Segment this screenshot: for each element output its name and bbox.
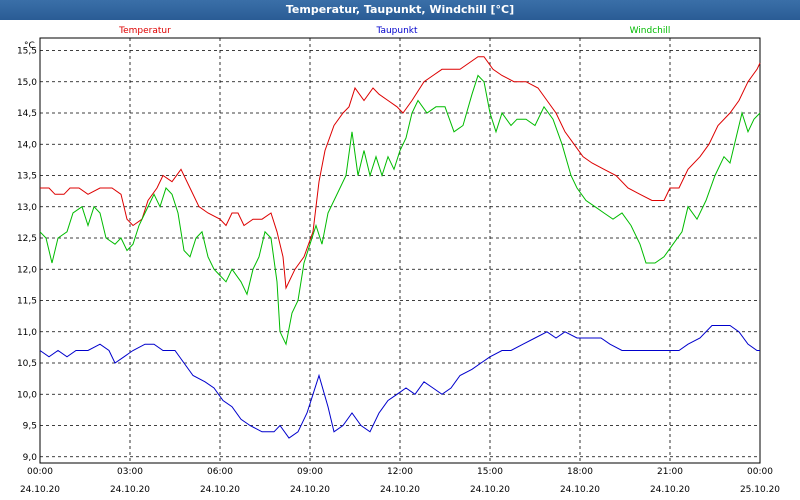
x-tick-date: 24.10.20 [290, 485, 330, 495]
series-line-temperatur [40, 56, 761, 290]
y-tick-label: 15,0 [17, 78, 37, 88]
window-title: Temperatur, Taupunkt, Windchill [°C] [285, 3, 515, 16]
series-layer [39, 56, 761, 439]
y-tick-label: 11,0 [17, 328, 37, 338]
axis-labels: 9,0 9,5 10,0 10,5 11,0 11,5 12,0 12,5 13,0 13,5 14… [17, 47, 780, 496]
x-tick-date: 25.10.20 [740, 485, 780, 495]
chart: 9,0 9,5 10,0 10,5 11,0 11,5 12,0 12,5 13,0 13,5 14… [17, 26, 780, 496]
x-tick-time: 09:00 [297, 467, 323, 477]
y-tick-label: 15,5 [17, 47, 37, 57]
y-tick-label: 10,5 [17, 359, 37, 369]
y-tick-label: 9,5 [23, 422, 37, 432]
x-tick-time: 18:00 [567, 467, 593, 477]
x-tick-time: 03:00 [117, 467, 143, 477]
x-tick-time: 21:00 [657, 467, 683, 477]
legend-windchill: Windchill [630, 26, 671, 36]
y-axis-unit: °C [24, 41, 35, 51]
x-tick-date: 24.10.20 [650, 485, 690, 495]
grid [40, 38, 760, 463]
y-tick-label: 14,5 [17, 109, 37, 119]
plot-frame [39, 37, 761, 464]
y-tick-label: 13,5 [17, 172, 37, 182]
x-tick-date: 24.10.20 [560, 485, 600, 495]
y-tick-label: 9,0 [23, 453, 38, 463]
y-tick-label: 14,0 [17, 140, 37, 150]
x-tick-date: 24.10.20 [470, 485, 510, 495]
x-tick-time: 12:00 [387, 467, 413, 477]
series-line-taupunkt [39, 325, 760, 439]
y-tick-label: 12,5 [17, 234, 37, 244]
x-tick-date: 24.10.20 [200, 485, 240, 495]
legend-temperatur: Temperatur [118, 26, 171, 36]
y-tick-label: 13,0 [17, 203, 37, 213]
x-tick-date: 24.10.20 [20, 485, 60, 495]
y-tick-label: 10,0 [17, 390, 37, 400]
y-tick-label: 12,0 [17, 265, 37, 275]
legend-taupunkt: Taupunkt [375, 26, 418, 36]
window-title-bar: Temperatur, Taupunkt, Windchill [°C] [0, 0, 800, 20]
x-tick-time: 00:00 [747, 467, 773, 477]
x-tick-time: 06:00 [207, 467, 233, 477]
x-tick-time: 00:00 [27, 467, 53, 477]
x-tick-time: 15:00 [477, 467, 503, 477]
x-tick-date: 24.10.20 [110, 485, 150, 495]
y-tick-label: 11,5 [17, 297, 37, 307]
x-tick-date: 24.10.20 [380, 485, 420, 495]
series-line-windchill [39, 74, 761, 346]
